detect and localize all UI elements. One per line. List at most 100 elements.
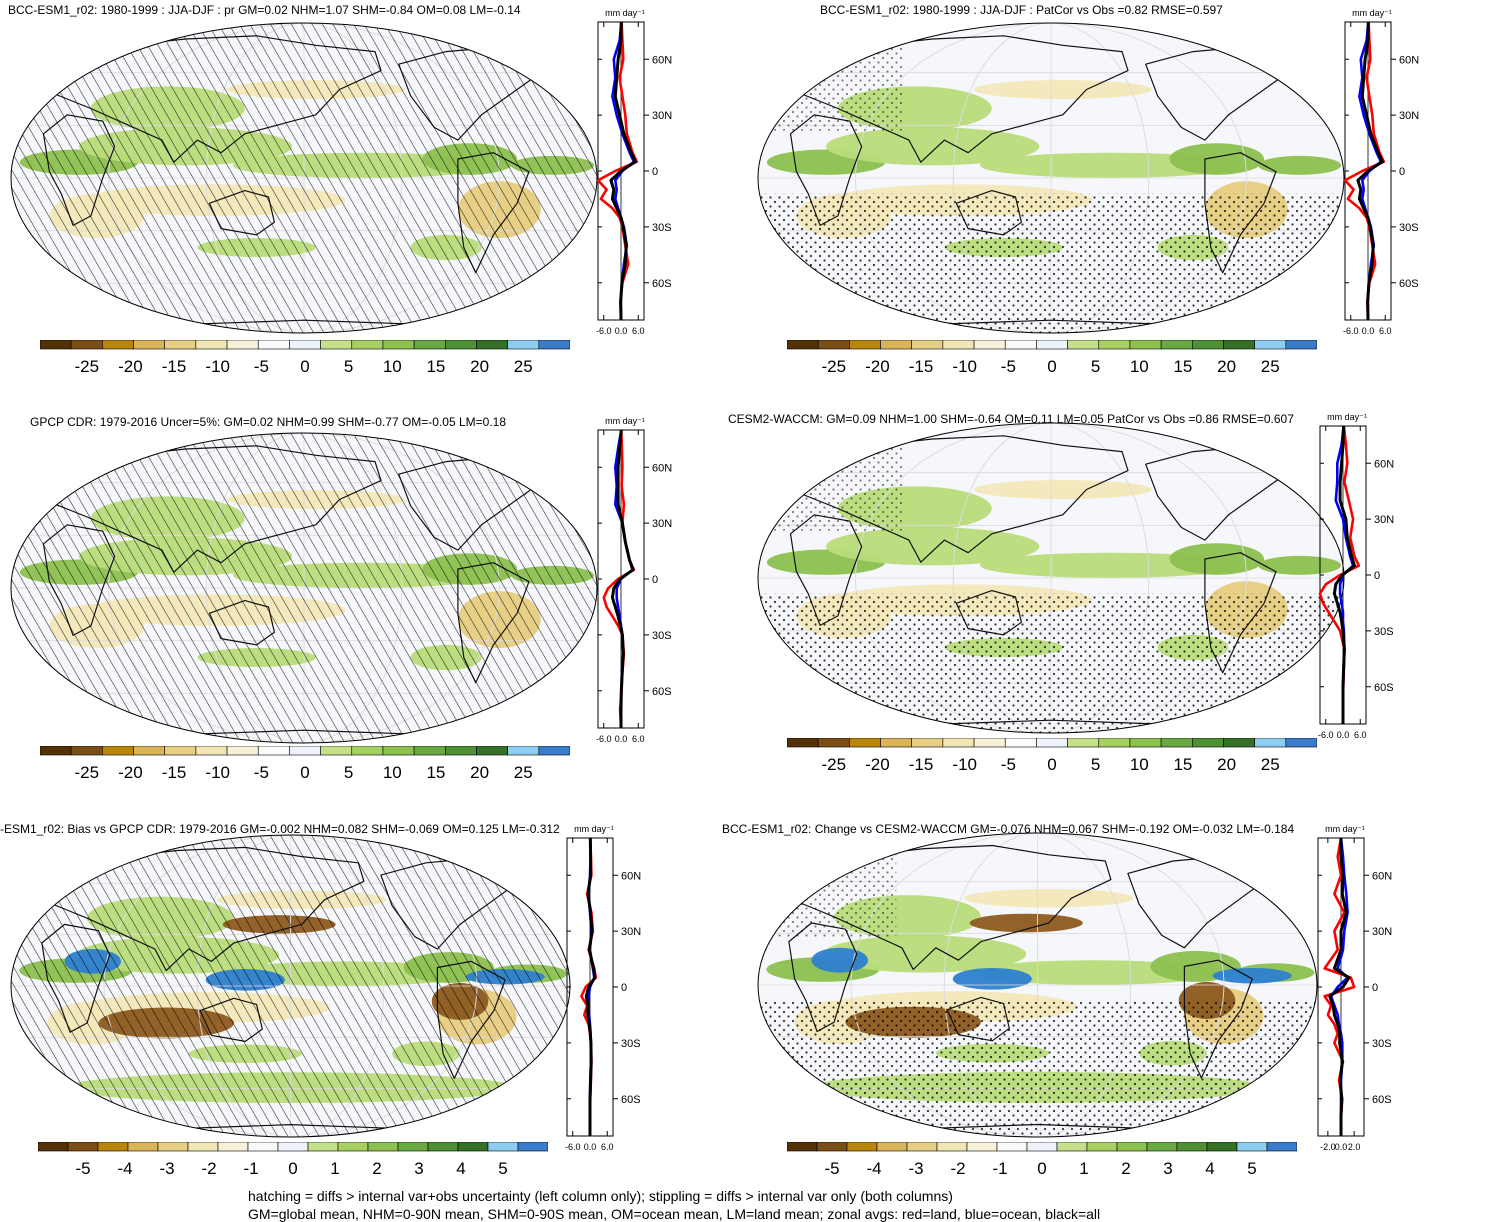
colorbar-label: -15: [162, 763, 187, 782]
precip-anomaly-region: [822, 935, 1027, 973]
colorbar-label: -5: [824, 1159, 839, 1178]
colorbar-label: -25: [821, 357, 846, 376]
colorbar-swatch: [226, 746, 259, 756]
x-tick-label: 0.0: [1362, 326, 1375, 336]
y-tick-label: 60S: [652, 686, 672, 698]
panel-title: -ESM1_r02: Bias vs GPCP CDR: 1979-2016 G…: [0, 822, 560, 836]
colorbar-swatch: [444, 340, 477, 350]
y-tick-label: 60S: [652, 278, 672, 290]
colorbar-label: 1: [1079, 1159, 1088, 1178]
x-tick-label: 6.0: [632, 734, 645, 744]
colorbar: -25 -20 -15 -10 -5 0 5 10 15 20 25: [40, 340, 570, 376]
precip-anomaly-region: [969, 913, 1083, 933]
colorbar-label: 10: [383, 763, 402, 782]
series-line-land: [596, 21, 639, 321]
footer-line-2: GM=global mean, NHM=0-90N mean, SHM=0-90…: [248, 1206, 1101, 1222]
graticule-line: [855, 423, 1247, 733]
colorbar-swatch: [507, 746, 540, 756]
y-tick-label: 30N: [1399, 110, 1419, 122]
y-tick-label: 60N: [652, 462, 672, 474]
colorbar-swatch: [40, 340, 72, 350]
map: [10, 834, 571, 1138]
colorbar-label: 5: [1091, 357, 1100, 376]
colorbar-swatch: [1191, 340, 1224, 350]
colorbar-swatch: [911, 340, 944, 350]
panel-title: BCC-ESM1_r02: Change vs CESM2-WACCM GM=-…: [722, 822, 1295, 836]
colorbar-label: -15: [162, 357, 187, 376]
colorbar-swatch: [1254, 340, 1287, 350]
colorbar: -5 -4 -3 -2 -1 0 1 2 3 4 5: [787, 1142, 1297, 1178]
colorbar-label: 15: [1173, 755, 1192, 774]
colorbar: -25 -20 -15 -10 -5 0 5 10 15 20 25: [787, 738, 1317, 774]
x-axis-units: mm day⁻¹: [605, 416, 645, 426]
colorbar-swatch: [942, 340, 975, 350]
colorbar-swatch: [382, 746, 415, 756]
colorbar-swatch: [413, 746, 446, 756]
colorbar-swatch: [1176, 1142, 1208, 1152]
series-line-land: [1343, 21, 1386, 321]
map-border: [10, 432, 598, 744]
x-tick-label: 0.0: [584, 1142, 597, 1152]
colorbar-swatch: [277, 1142, 309, 1152]
x-tick-label: -6.0: [1343, 326, 1359, 336]
y-tick-label: 30S: [1374, 626, 1394, 638]
colorbar-label: 5: [1247, 1159, 1256, 1178]
colorbar-swatch: [226, 340, 259, 350]
colorbar-swatch: [38, 1142, 69, 1152]
y-tick-label: 60S: [1374, 682, 1394, 694]
colorbar-swatch: [1098, 340, 1131, 350]
colorbar-swatch: [1160, 738, 1193, 748]
colorbar-swatch: [1067, 738, 1100, 748]
colorbar-swatch: [996, 1142, 1028, 1152]
colorbar-label: -25: [74, 357, 99, 376]
colorbar-swatch: [942, 738, 975, 748]
colorbar-swatch: [97, 1142, 129, 1152]
colorbar-swatch: [476, 340, 508, 350]
colorbar-swatch: [1191, 738, 1224, 748]
colorbar-label: -4: [117, 1159, 132, 1178]
series-line-all: [609, 21, 637, 321]
colorbar-swatch: [257, 340, 290, 350]
colorbar-swatch: [849, 340, 881, 350]
colorbar-swatch: [880, 340, 913, 350]
colorbar-label: 5: [344, 763, 353, 782]
x-tick-label: 6.0: [1354, 730, 1367, 740]
colorbar-label: -25: [821, 755, 846, 774]
graticule-line: [952, 423, 1150, 733]
x-tick-label: 0.0: [615, 734, 628, 744]
precip-anomaly-region: [974, 80, 1152, 99]
y-tick-label: 30N: [1372, 926, 1392, 938]
map: [10, 22, 598, 334]
series-line-all: [584, 837, 597, 1136]
colorbar-label: 0: [288, 1159, 297, 1178]
zonal-mean-plot: mm day⁻¹ 60N 30N 0 30S 60S -6.0 0.0 6.0: [1343, 8, 1419, 336]
colorbar-label: -20: [865, 357, 890, 376]
series-line-all: [1356, 21, 1384, 321]
colorbar-swatch: [880, 738, 913, 748]
series-line-all: [610, 429, 635, 728]
colorbar-swatch: [1206, 1142, 1238, 1152]
colorbar-swatch: [457, 1142, 489, 1152]
y-tick-label: 0: [652, 574, 658, 586]
graticule-line: [850, 833, 1225, 1137]
y-tick-label: 30S: [1399, 222, 1419, 234]
stippling-overlay: [758, 423, 903, 531]
series-line-all: [1328, 838, 1351, 1136]
precip-anomaly-region: [1169, 543, 1265, 575]
colorbar-label: -10: [205, 357, 230, 376]
colorbar-swatch: [70, 340, 103, 350]
y-tick-label: 0: [621, 982, 627, 994]
y-tick-label: 0: [1374, 570, 1380, 582]
colorbar-swatch: [787, 1142, 818, 1152]
colorbar-label: 0: [300, 763, 309, 782]
colorbar-swatch: [444, 746, 477, 756]
colorbar-label: -20: [118, 357, 143, 376]
colorbar-swatch: [164, 340, 197, 350]
y-tick-label: 30S: [1372, 1038, 1392, 1050]
colorbar-swatch: [397, 1142, 429, 1152]
colorbar-label: -3: [159, 1159, 174, 1178]
colorbar-label: 25: [1261, 357, 1280, 376]
x-tick-label: 6.0: [601, 1142, 614, 1152]
colorbar-label: -1: [992, 1159, 1007, 1178]
precip-anomaly-region: [811, 947, 868, 973]
